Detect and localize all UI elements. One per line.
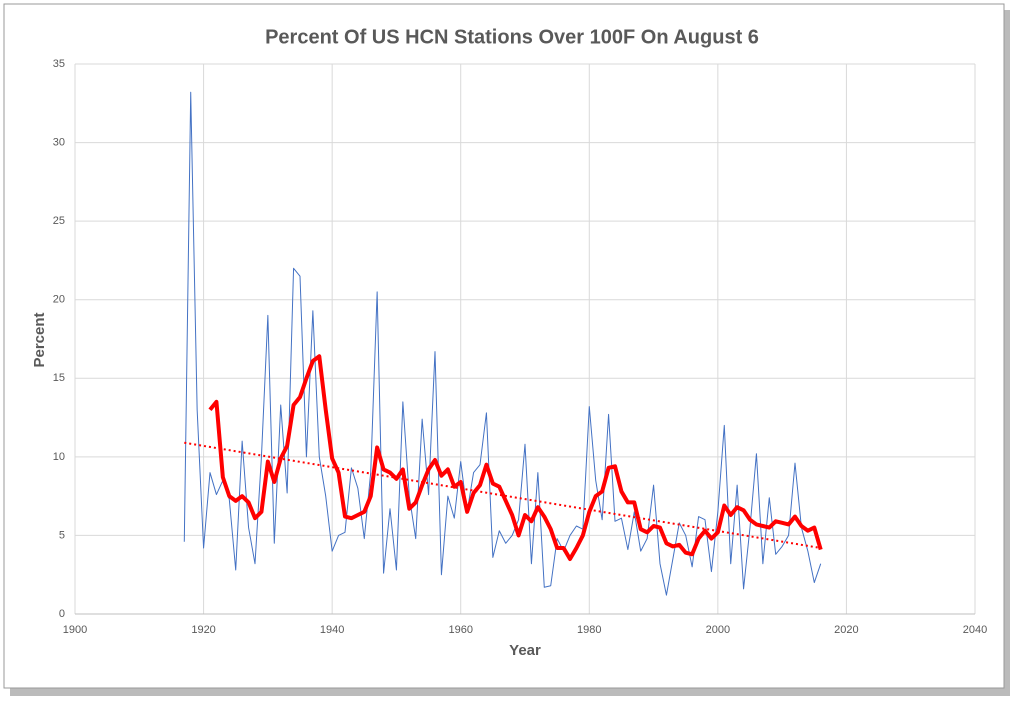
- y-tick-label: 30: [53, 136, 65, 148]
- frame: [3, 3, 1005, 689]
- x-axis-label: Year: [509, 642, 541, 659]
- x-tick-label: 2040: [963, 624, 987, 636]
- y-tick-label: 25: [53, 215, 65, 227]
- chart-title: Percent Of US HCN Stations Over 100F On …: [265, 26, 759, 48]
- series-line: [208, 354, 823, 561]
- x-tick-label: 1960: [448, 624, 472, 636]
- y-tick-label: 15: [53, 372, 65, 384]
- x-tick-label: 2000: [706, 624, 730, 636]
- y-tick-label: 20: [53, 294, 65, 306]
- y-tick-label: 0: [59, 608, 65, 620]
- y-tick-label: 10: [53, 451, 65, 463]
- y-tick-label: 35: [53, 58, 65, 70]
- series-line: [183, 91, 822, 596]
- y-tick-label: 5: [59, 529, 65, 541]
- y-axis-label: Percent: [31, 312, 48, 367]
- x-tick-label: 1920: [191, 624, 215, 636]
- x-tick-label: 1900: [63, 624, 87, 636]
- x-tick-label: 1940: [320, 624, 344, 636]
- x-tick-label: 1980: [577, 624, 601, 636]
- x-tick-label: 2020: [834, 624, 858, 636]
